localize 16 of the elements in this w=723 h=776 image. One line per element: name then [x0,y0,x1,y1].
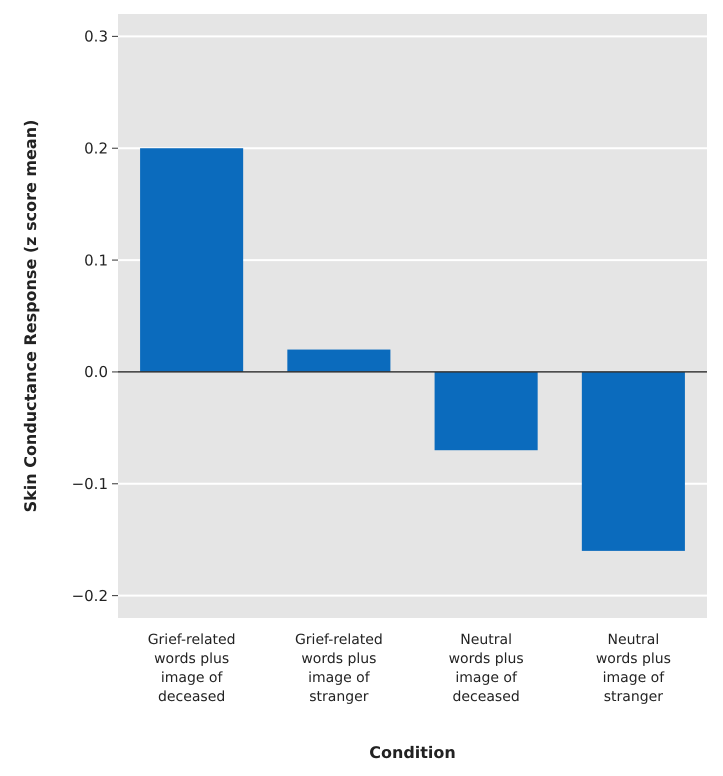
bar [287,350,390,372]
y-tick-label: −0.2 [72,586,108,605]
y-axis-title: Skin Conductance Response (z score mean) [21,120,40,512]
y-tick-label: 0.1 [84,251,108,270]
x-tick-label: Neutral words plus image of stranger [596,632,671,705]
x-axis-title: Condition [369,743,456,762]
y-tick-label: 0.2 [84,139,108,158]
y-tick-label: 0.0 [84,363,108,382]
x-tick-label: Neutral words plus image of deceased [448,632,524,705]
y-tick-label: −0.1 [72,475,108,494]
bar [434,372,538,450]
x-tick-label: Grief-related words plus image of deceased [148,632,236,705]
y-tick-label: 0.3 [84,28,108,46]
bar [582,372,685,551]
bar [140,148,244,372]
x-tick-label: Grief-related words plus image of stranger [294,632,383,705]
